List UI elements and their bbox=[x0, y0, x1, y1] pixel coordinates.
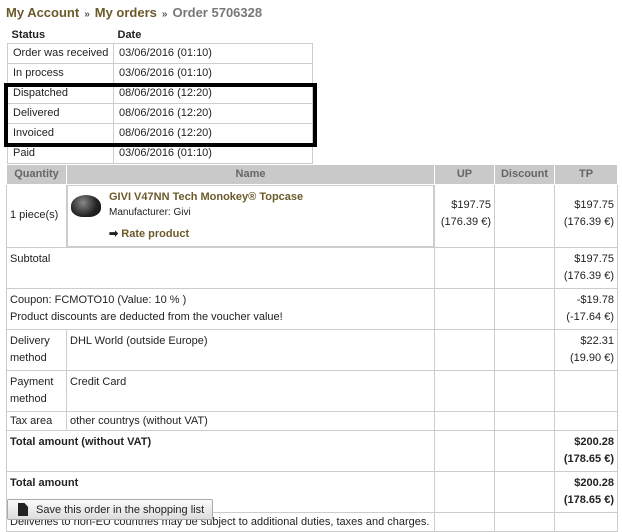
breadcrumb-current: Order 5706328 bbox=[172, 5, 263, 20]
status-row: Delivered 08/06/2016 (12:20) bbox=[7, 102, 313, 124]
subtotal-usd: $197.75 bbox=[574, 252, 614, 265]
payment-row: Payment method Credit Card bbox=[6, 369, 618, 412]
unit-price: $197.75 bbox=[451, 198, 491, 211]
total-without-vat-usd: $200.28 bbox=[574, 435, 614, 448]
discount-header: Discount bbox=[494, 165, 555, 185]
coupon-label: Coupon: FCMOTO10 (Value: 10 % ) bbox=[10, 293, 187, 306]
name-header: Name bbox=[66, 165, 435, 185]
total-price-eur: (176.39 €) bbox=[563, 215, 614, 228]
order-table: Quantity Name UP Discount TP 1 piece(s) … bbox=[6, 165, 618, 532]
save-button-label: Save this order in the shopping list bbox=[36, 503, 205, 516]
subtotal-row: Subtotal $197.75 (176.39 €) bbox=[6, 246, 618, 289]
breadcrumb-separator: » bbox=[84, 9, 90, 20]
delivery-usd: $22.31 bbox=[580, 334, 614, 347]
subtotal-label: Subtotal bbox=[6, 246, 435, 289]
product-manufacturer: Manufacturer: Givi bbox=[109, 206, 191, 218]
total-without-vat-label: Total amount (without VAT) bbox=[6, 429, 435, 472]
status-name: In process bbox=[7, 62, 114, 84]
coupon-usd: -$19.78 bbox=[576, 293, 614, 306]
highlight-box bbox=[4, 83, 317, 147]
rate-product-link[interactable]: ➡ Rate product bbox=[109, 226, 303, 243]
product-name-link[interactable]: GIVI V47NN Tech Monokey® Topcase bbox=[109, 190, 304, 203]
arrow-right-icon: ➡ bbox=[109, 227, 119, 240]
status-date: 03/06/2016 (01:10) bbox=[113, 142, 313, 164]
rate-product-label: Rate product bbox=[121, 227, 190, 240]
unit-price-eur: (176.39 €) bbox=[440, 215, 491, 228]
status-name: Order was received bbox=[7, 42, 114, 64]
payment-value: Credit Card bbox=[66, 369, 435, 412]
total-without-vat-eur: (178.65 €) bbox=[563, 452, 614, 465]
product-discount bbox=[494, 183, 555, 248]
status-name: Invoiced bbox=[7, 122, 114, 144]
status-header: Status bbox=[11, 28, 46, 41]
status-table: Status Date Order was received 03/06/2016 … bbox=[7, 27, 313, 164]
status-row: Invoiced 08/06/2016 (12:20) bbox=[7, 122, 313, 144]
payment-label: Payment method bbox=[6, 369, 67, 412]
tax-value: other countrys (without VAT) bbox=[66, 410, 435, 431]
status-date: 03/06/2016 (01:10) bbox=[113, 62, 313, 84]
up-header: UP bbox=[434, 165, 495, 185]
status-row: Paid 03/06/2016 (01:10) bbox=[7, 142, 313, 164]
breadcrumb: My Account » My orders » Order 5706328 bbox=[6, 5, 262, 20]
total-price: $197.75 bbox=[574, 198, 614, 211]
status-row: In process 03/06/2016 (01:10) bbox=[7, 62, 313, 84]
delivery-row: Delivery method DHL World (outside Europ… bbox=[6, 328, 618, 371]
tax-row: Tax area other countrys (without VAT) bbox=[6, 410, 618, 431]
breadcrumb-separator: » bbox=[161, 9, 168, 20]
breadcrumb-my-account[interactable]: My Account bbox=[6, 5, 80, 20]
status-row: Order was received 03/06/2016 (01:10) bbox=[7, 42, 313, 64]
delivery-value: DHL World (outside Europe) bbox=[66, 328, 435, 371]
coupon-row: Coupon: FCMOTO10 (Value: 10 % ) Product d… bbox=[6, 287, 618, 330]
status-date: 03/06/2016 (01:10) bbox=[113, 42, 313, 64]
quantity-header: Quantity bbox=[6, 165, 67, 185]
coupon-eur: (-17.64 €) bbox=[566, 310, 614, 323]
tax-label: Tax area bbox=[6, 410, 67, 431]
save-to-shopping-list-button[interactable]: Save this order in the shopping list bbox=[7, 499, 213, 520]
total-usd: $200.28 bbox=[574, 476, 614, 489]
document-icon bbox=[18, 503, 28, 516]
product-quantity: 1 piece(s) bbox=[6, 183, 67, 248]
breadcrumb-my-orders[interactable]: My orders bbox=[94, 5, 157, 20]
total-without-vat-row: Total amount (without VAT) $200.28 (178.6… bbox=[6, 429, 618, 472]
product-image[interactable] bbox=[71, 194, 101, 217]
coupon-note: Product discounts are deducted from the … bbox=[10, 310, 283, 323]
delivery-eur: (19.90 €) bbox=[569, 351, 614, 364]
product-row: 1 piece(s) GIVI V47NN Tech Monokey® Topc… bbox=[6, 183, 618, 248]
date-header: Date bbox=[117, 28, 142, 41]
total-eur: (178.65 €) bbox=[563, 493, 614, 506]
subtotal-eur: (176.39 €) bbox=[563, 269, 614, 282]
tp-header: TP bbox=[554, 165, 618, 185]
delivery-label: Delivery method bbox=[6, 328, 67, 371]
